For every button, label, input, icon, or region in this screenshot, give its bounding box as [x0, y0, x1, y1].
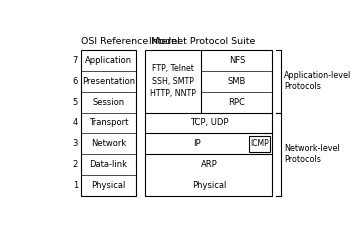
Text: IP: IP	[193, 139, 201, 148]
Text: Data-link: Data-link	[90, 160, 127, 169]
Text: Application-level
Protocols: Application-level Protocols	[284, 71, 351, 91]
Text: 5: 5	[73, 98, 78, 107]
Text: Physical: Physical	[91, 181, 126, 190]
Text: Session: Session	[93, 98, 125, 107]
Text: Presentation: Presentation	[82, 77, 135, 86]
Text: ARP: ARP	[201, 160, 217, 169]
Text: Transport: Transport	[89, 119, 128, 128]
Bar	[81, 50, 136, 196]
Text: 7: 7	[73, 56, 78, 65]
Text: RPC: RPC	[228, 98, 245, 107]
Text: NFS: NFS	[229, 56, 245, 65]
Bar	[249, 136, 270, 152]
Text: Application: Application	[85, 56, 132, 65]
Text: Internet Protocol Suite: Internet Protocol Suite	[149, 37, 256, 46]
Text: 4: 4	[73, 119, 78, 128]
Text: 6: 6	[73, 77, 78, 86]
Text: Network: Network	[91, 139, 126, 148]
Text: OSI Reference Model: OSI Reference Model	[81, 37, 180, 46]
Text: SMB: SMB	[228, 77, 246, 86]
Text: 2: 2	[73, 160, 78, 169]
Text: Physical: Physical	[192, 181, 226, 190]
Text: 3: 3	[73, 139, 78, 148]
Text: 1: 1	[73, 181, 78, 190]
Bar	[145, 50, 273, 196]
Text: FTP, Telnet
SSH, SMTP
HTTP, NNTP: FTP, Telnet SSH, SMTP HTTP, NNTP	[150, 64, 196, 98]
Text: TCP, UDP: TCP, UDP	[190, 119, 228, 128]
Text: ICMP: ICMP	[250, 139, 269, 148]
Text: Network-level
Protocols: Network-level Protocols	[284, 144, 340, 164]
